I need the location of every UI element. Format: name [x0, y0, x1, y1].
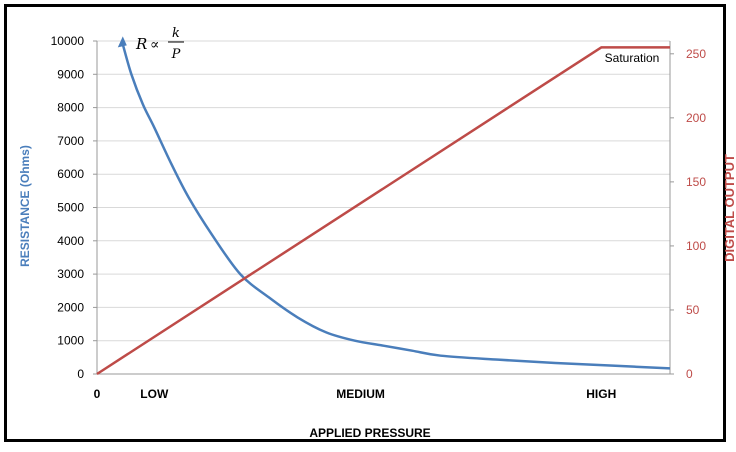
grid-lines	[97, 40, 670, 342]
left-tick-label-2: 2000	[57, 300, 84, 314]
left-tick-label-5: 5000	[57, 201, 84, 215]
formula-numerator: k	[172, 26, 180, 41]
right-tick-label-1: 50	[686, 303, 700, 317]
left-tick-label-3: 3000	[57, 267, 84, 281]
formula-annotation: R ∝ k P	[135, 26, 184, 62]
right-tick-label-2: 100	[686, 239, 706, 253]
x-axis-title: APPLIED PRESSURE	[309, 426, 430, 440]
left-axis-title: RESISTANCE (Ohms)	[18, 145, 32, 267]
right-axis-title: DIGITAL OUTPUT	[722, 154, 736, 262]
chart-frame	[4, 4, 726, 442]
series-lines	[96, 36, 671, 376]
left-tick-label-4: 4000	[57, 234, 84, 248]
saturation-annotation: Saturation	[605, 51, 660, 65]
right-tick-label-4: 200	[686, 111, 706, 125]
left-tick-label-0: 0	[77, 367, 84, 381]
left-tick-label-6: 6000	[57, 167, 84, 181]
right-tick-label-5: 250	[686, 47, 706, 61]
x-axis-ticks: 0 LOW MEDIUM HIGH	[94, 387, 617, 401]
x-tick-label-0: 0	[94, 387, 101, 401]
x-tick-label-2: MEDIUM	[336, 387, 385, 401]
right-tick-label-0: 0	[686, 367, 693, 381]
left-tick-label-8: 8000	[57, 101, 84, 115]
left-tick-label-1: 1000	[57, 334, 84, 348]
formula-lhs: R	[135, 35, 147, 53]
left-tick-label-9: 9000	[57, 67, 84, 81]
right-tick-label-3: 150	[686, 175, 706, 189]
x-tick-label-1: LOW	[140, 387, 169, 401]
series-line-resistance	[121, 43, 671, 370]
left-tick-label-7: 7000	[57, 134, 84, 148]
left-tick-label-10: 10000	[51, 34, 85, 48]
formula-denominator: P	[171, 47, 181, 62]
left-axis-ticks: 0 1000 2000 3000 4000 5000 6000 7000 8000 9000 100…	[51, 34, 97, 381]
x-tick-label-3: HIGH	[586, 387, 616, 401]
series-line-digital-output	[96, 46, 670, 376]
formula-operator: ∝	[150, 37, 159, 53]
resistance-arrowhead	[117, 36, 127, 48]
right-axis-ticks: 0 50 100 150 200 250	[670, 47, 706, 381]
